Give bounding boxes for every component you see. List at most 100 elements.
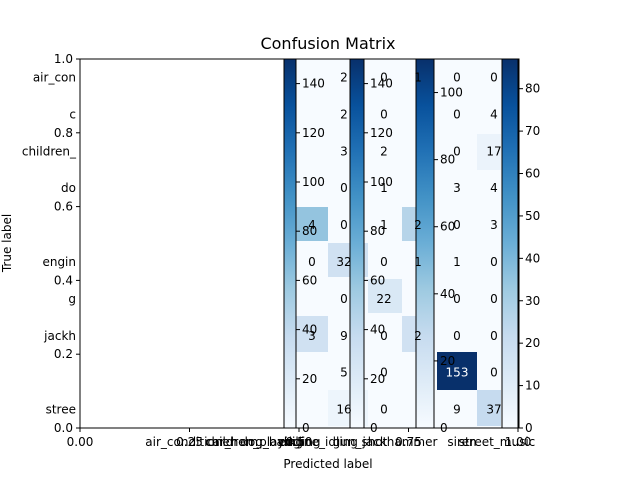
cell-value: 1: [380, 218, 388, 232]
class-tick-label: do: [61, 181, 76, 195]
cell-value: 0: [453, 329, 461, 343]
colorbar-tick-label: 30: [525, 294, 540, 308]
colorbar-tick-label: 140: [370, 77, 393, 91]
cell-value: 0: [380, 403, 388, 417]
colorbar-4: [501, 58, 520, 429]
cell-value: 16: [336, 403, 351, 417]
cell-value: 0: [380, 70, 388, 84]
class-tick-label: jackh: [43, 329, 76, 343]
cell-value: 5: [340, 366, 348, 380]
y-tick-label: 0.4: [54, 273, 73, 287]
cell-value: 1: [453, 255, 461, 269]
cell-value: 2: [340, 107, 348, 121]
y-axis-label: True label: [0, 214, 14, 273]
cell-value: 17: [486, 144, 501, 158]
x-class-label: street_music: [459, 435, 536, 449]
x-class-label: dog_bark: [240, 435, 295, 449]
colorbar-tick-label: 0: [525, 421, 533, 435]
class-tick-label: g: [68, 292, 76, 306]
class-tick-label: children_: [22, 144, 77, 158]
y-tick-label: 0.6: [54, 200, 73, 214]
cell-value: 0: [490, 292, 498, 306]
cell-value: 3: [490, 218, 498, 232]
heatmap-cell: [477, 134, 501, 170]
cell-value: 2: [414, 218, 422, 232]
x-class-label: drilling: [279, 435, 320, 449]
heatmap-background: [284, 59, 518, 428]
colorbar-tick-label: 100: [302, 175, 325, 189]
colorbar-tick-label: 140: [302, 77, 325, 91]
x-tick-label: 0.50: [286, 435, 313, 449]
cell-value: 1: [380, 181, 388, 195]
colorbar-tick-label: 20: [370, 372, 385, 386]
colorbar-tick-label: 40: [525, 251, 540, 265]
cell-value-labels: 2 0 1 0 02 0 0 43 2 0 170 1 3 44 0 1 2 0 30 32 0 1 1 00 22 0 03 9 0 2…: [308, 70, 501, 416]
y-tick-label: 1.0: [54, 52, 73, 66]
colorbar-tick-label: 100: [370, 175, 393, 189]
colorbar-2: [349, 58, 365, 429]
x-tick-label: 0.75: [395, 435, 422, 449]
heatmap-cell: [292, 316, 328, 352]
heatmap-cell: [477, 390, 501, 426]
x-axis-label: Predicted label: [283, 457, 372, 471]
colorbar-tick-label: 10: [525, 379, 540, 393]
class-tick-label: engin: [42, 255, 76, 269]
colorbar-tick-label: 100: [440, 86, 463, 100]
cell-value: 2: [340, 70, 348, 84]
chart-title: Confusion Matrix: [260, 34, 395, 53]
colorbar-3: [415, 58, 435, 429]
cell-value: 22: [376, 292, 391, 306]
cell-value: 0: [453, 144, 461, 158]
colorbar-tick-label: 40: [440, 287, 455, 301]
cell-value: 0: [490, 329, 498, 343]
colorbar-tick-label: 20: [440, 354, 455, 368]
cell-value: 0: [340, 181, 348, 195]
colorbar-tick-label: 80: [370, 224, 385, 238]
colorbar-tick-label: 60: [440, 220, 455, 234]
x-class-label: siren: [447, 435, 476, 449]
x-class-label: gun_shot: [333, 435, 388, 449]
colorbar-tick-label: 80: [525, 82, 540, 96]
y-tick-label: 0.0: [54, 421, 73, 435]
colorbar-tick-label: 60: [370, 273, 385, 287]
x-tick-label: 1.00: [505, 435, 532, 449]
colorbar-tick-label: 60: [302, 273, 317, 287]
x-tick-label: 0.25: [176, 435, 203, 449]
cell-value: 0: [490, 255, 498, 269]
cell-value: 1: [414, 70, 422, 84]
cell-value: 0: [490, 70, 498, 84]
y-tick-label: 0.8: [54, 126, 73, 140]
cell-value: 4: [308, 218, 316, 232]
cell-value: 4: [490, 181, 498, 195]
colorbar-tick-label: 50: [525, 209, 540, 223]
cell-value: 2: [414, 329, 422, 343]
cell-value: 1: [414, 255, 422, 269]
colorbar-tick-label: 40: [302, 323, 317, 337]
x-class-label: children_playing: [205, 435, 303, 449]
cell-value: 0: [340, 218, 348, 232]
cell-value: 0: [453, 107, 461, 121]
heatmap-cell: [437, 352, 477, 390]
cell-value: 9: [340, 329, 348, 343]
x-class-label: air_conditioner: [145, 435, 234, 449]
cell-value: 0: [308, 255, 316, 269]
colorbar-tick-label: 60: [525, 167, 540, 181]
cell-value: 0: [453, 292, 461, 306]
heatmap-cells: [284, 59, 518, 428]
class-tick-label: stree: [46, 403, 76, 417]
heatmap-cell: [368, 279, 402, 313]
cell-value: 2: [380, 144, 388, 158]
colorbar-tick-label: 20: [525, 336, 540, 350]
cell-value: 0: [340, 292, 348, 306]
colorbar-tick-label: 120: [302, 126, 325, 140]
cell-value: 153: [446, 366, 469, 380]
y-tick-label: 0.2: [54, 347, 73, 361]
cell-value: 0: [453, 70, 461, 84]
cell-value: 0: [453, 218, 461, 232]
cell-value: 0: [380, 329, 388, 343]
cell-value: 0: [490, 366, 498, 380]
colorbar-tick-label: 120: [370, 126, 393, 140]
colorbar-tick-label: 80: [440, 153, 455, 167]
colorbar-tick-label: 70: [525, 124, 540, 138]
